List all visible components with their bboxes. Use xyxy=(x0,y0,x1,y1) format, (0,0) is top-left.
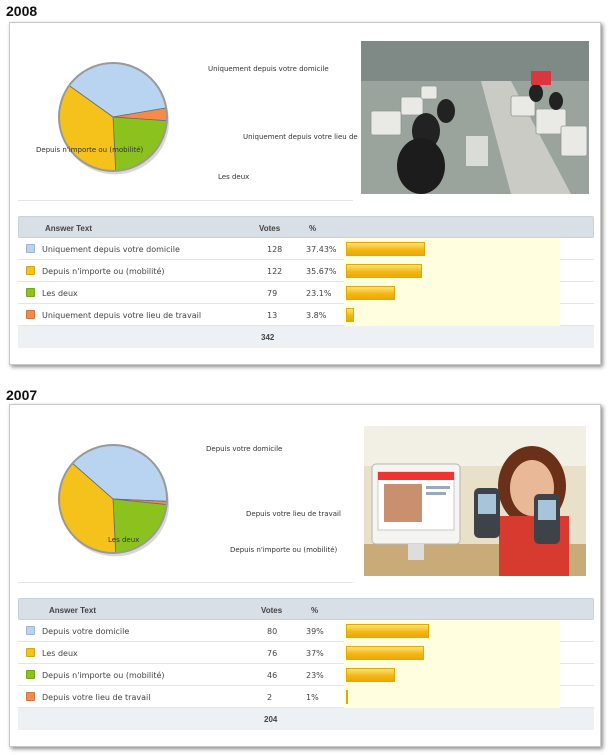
pie-chart: Depuis votre domicile Depuis votre lieu … xyxy=(18,413,353,583)
pie-label: Les deux xyxy=(108,536,140,544)
percent-value: 3.8% xyxy=(306,311,327,320)
answer-label: Uniquement depuis votre lieu de travail xyxy=(42,311,202,320)
vote-count: 2 xyxy=(267,693,273,702)
table-row: Depuis votre lieu de travail 2 1% xyxy=(18,686,594,708)
color-swatch xyxy=(26,692,35,701)
pie-chart-svg xyxy=(58,444,169,557)
percent-value: 37% xyxy=(306,649,324,658)
poll-panel-2007: Depuis votre domicile Depuis votre lieu … xyxy=(9,404,601,747)
pie-label: Uniquement depuis votre domicile xyxy=(208,65,329,73)
year-heading-2008: 2008 xyxy=(6,3,38,19)
bar-track xyxy=(344,642,560,664)
answer-label: Les deux xyxy=(42,649,78,658)
pie-label: Les deux xyxy=(218,173,250,181)
mobile-phone-youtube-photo xyxy=(364,426,586,576)
bar-track xyxy=(344,260,560,282)
percent-bar xyxy=(346,308,355,322)
col-votes: Votes xyxy=(261,606,283,615)
pie-label: Depuis n'importe ou (mobilité) xyxy=(230,546,338,554)
color-swatch xyxy=(26,310,35,319)
poll-panel-2008: Uniquement depuis votre domicile Uniquem… xyxy=(9,22,601,365)
year-heading-2007: 2007 xyxy=(6,387,38,403)
vote-count: 46 xyxy=(267,671,278,680)
results-table: Answer Text Votes % Depuis votre domicil… xyxy=(18,598,594,730)
total-votes: 342 xyxy=(261,333,275,342)
bar-track xyxy=(344,238,560,260)
color-swatch xyxy=(26,244,35,253)
percent-value: 39% xyxy=(306,627,324,636)
percent-bar xyxy=(346,624,429,638)
answer-label: Depuis votre domicile xyxy=(42,627,130,636)
color-swatch xyxy=(26,670,35,679)
answer-label: Les deux xyxy=(42,289,78,298)
bar-track xyxy=(344,304,560,326)
col-percent: % xyxy=(309,224,317,233)
answer-label: Uniquement depuis votre domicile xyxy=(42,245,180,254)
percent-value: 23.1% xyxy=(306,289,332,298)
pie-outline xyxy=(58,444,168,554)
vote-count: 128 xyxy=(267,245,283,254)
bar-track xyxy=(344,282,560,304)
percent-bar xyxy=(346,264,422,278)
vote-count: 79 xyxy=(267,289,278,298)
bar-track xyxy=(344,686,560,708)
percent-bar xyxy=(346,242,426,256)
color-swatch xyxy=(26,648,35,657)
table-row: Uniquement depuis votre lieu de travail 1… xyxy=(18,304,594,326)
table-body: Depuis votre domicile 80 39% Les deux 76 37% D… xyxy=(18,620,594,708)
percent-bar xyxy=(346,286,395,300)
color-swatch xyxy=(26,266,35,275)
col-answer-text: Answer Text xyxy=(49,606,96,615)
table-row: Les deux 76 37% xyxy=(18,642,594,664)
percent-value: 1% xyxy=(306,693,319,702)
bar-track xyxy=(344,620,560,642)
col-percent: % xyxy=(311,606,319,615)
answer-label: Depuis n'importe ou (mobilité) xyxy=(42,671,165,680)
table-row: Uniquement depuis votre domicile 128 37.43… xyxy=(18,238,594,260)
bar-track xyxy=(344,664,560,686)
color-swatch xyxy=(26,288,35,297)
percent-bar xyxy=(346,690,349,704)
pie-label: Depuis n'importe ou (mobilité) xyxy=(36,146,144,154)
percent-value: 35.67% xyxy=(306,267,337,276)
table-header: Answer Text Votes % xyxy=(18,216,594,238)
percent-bar xyxy=(346,646,425,660)
table-footer: 342 xyxy=(18,326,594,348)
pie-chart: Uniquement depuis votre domicile Uniquem… xyxy=(18,31,358,201)
table-row: Depuis n'importe ou (mobilité) 122 35.67% xyxy=(18,260,594,282)
table-row: Depuis votre domicile 80 39% xyxy=(18,620,594,642)
total-votes: 204 xyxy=(264,715,278,724)
vote-count: 76 xyxy=(267,649,278,658)
table-body: Uniquement depuis votre domicile 128 37.43… xyxy=(18,238,594,326)
col-answer-text: Answer Text xyxy=(45,224,92,233)
answer-label: Depuis votre lieu de travail xyxy=(42,693,151,702)
pie-chart-svg xyxy=(58,62,169,175)
percent-bar xyxy=(346,668,395,682)
table-header: Answer Text Votes % xyxy=(18,598,594,620)
pie-label: Uniquement depuis votre lieu de xyxy=(243,133,358,141)
results-table: Answer Text Votes % Uniquement depuis vo… xyxy=(18,216,594,348)
percent-value: 23% xyxy=(306,671,324,680)
answer-label: Depuis n'importe ou (mobilité) xyxy=(42,267,165,276)
color-swatch xyxy=(26,626,35,635)
pie-label: Depuis votre lieu de travail xyxy=(246,510,341,518)
table-row: Depuis n'importe ou (mobilité) 46 23% xyxy=(18,664,594,686)
internet-cafe-photo xyxy=(361,41,589,194)
table-row: Les deux 79 23.1% xyxy=(18,282,594,304)
pie-outline xyxy=(58,62,168,172)
vote-count: 13 xyxy=(267,311,278,320)
table-footer: 204 xyxy=(18,708,594,730)
vote-count: 80 xyxy=(267,627,278,636)
col-votes: Votes xyxy=(259,224,281,233)
vote-count: 122 xyxy=(267,267,283,276)
pie-label: Depuis votre domicile xyxy=(206,445,283,453)
percent-value: 37.43% xyxy=(306,245,337,254)
